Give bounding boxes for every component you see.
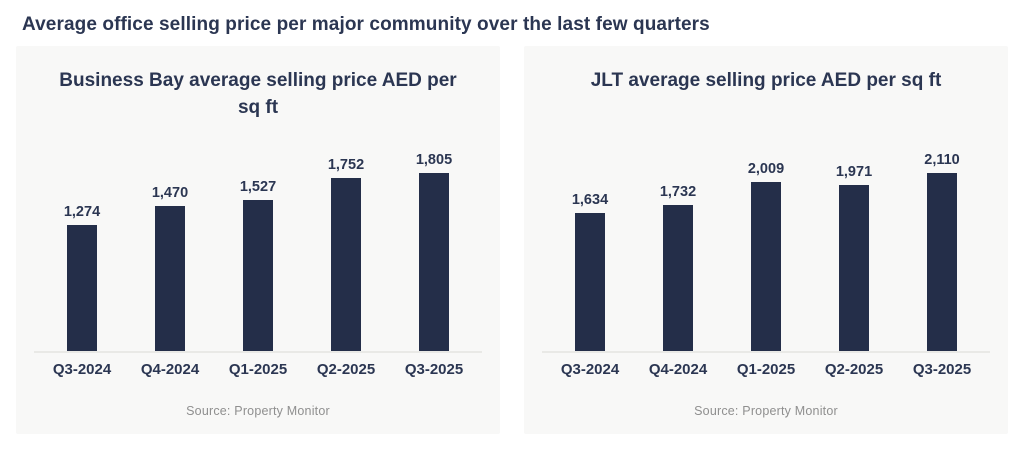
page-title: Average office selling price per major c… xyxy=(22,14,710,35)
source-caption-business-bay: Source: Property Monitor xyxy=(186,404,330,418)
bar xyxy=(751,182,781,351)
x-axis-label: Q3-2024 xyxy=(560,361,620,378)
x-axis-label: Q3-2025 xyxy=(404,361,464,378)
bar-value-label: 2,009 xyxy=(747,161,785,177)
x-axis-label: Q4-2024 xyxy=(648,361,708,378)
x-axis-label: Q1-2025 xyxy=(228,361,288,378)
bar-value-label: 1,805 xyxy=(415,152,453,168)
bar-value-label: 2,110 xyxy=(924,152,960,168)
bar xyxy=(331,178,361,351)
bar-column: 1,805 xyxy=(394,152,473,351)
x-axis-label: Q4-2024 xyxy=(140,361,200,378)
chart-title-jlt: JLT average selling price AED per sq ft xyxy=(590,70,942,91)
source-caption-jlt: Source: Property Monitor xyxy=(694,404,838,418)
bar-value-label: 1,274 xyxy=(63,204,101,220)
chart-title-business-bay: Business Bay average selling price AED p… xyxy=(59,70,457,118)
x-axis-label: Q3-2025 xyxy=(912,361,972,378)
bar xyxy=(663,205,693,351)
bar-column: 1,470 xyxy=(130,185,209,351)
bar-column: 1,527 xyxy=(218,179,297,351)
bar xyxy=(575,213,605,351)
bar xyxy=(67,225,97,351)
bar-column: 2,009 xyxy=(726,161,805,351)
bar xyxy=(419,173,449,351)
bar-column: 1,971 xyxy=(814,164,893,351)
x-axis-labels-jlt: Q3-2024 Q4-2024 Q1-2025 Q2-2025 Q3-2025 xyxy=(542,361,990,378)
bar-value-label: 1,732 xyxy=(659,184,697,200)
bar xyxy=(243,200,273,351)
charts-row: Business Bay average selling price AED p… xyxy=(16,46,1008,434)
bar xyxy=(839,185,869,351)
bar-column: 1,732 xyxy=(638,184,717,351)
bar-value-label: 1,752 xyxy=(327,157,365,173)
x-axis-label: Q1-2025 xyxy=(736,361,796,378)
chart-card-business-bay: Business Bay average selling price AED p… xyxy=(16,46,500,434)
bar xyxy=(155,206,185,351)
bar-column: 1,634 xyxy=(550,192,629,351)
bar-plot-business-bay: 1,274 1,470 1,527 1,752 1,805 xyxy=(34,135,482,353)
x-axis-label: Q2-2025 xyxy=(824,361,884,378)
bar-plot-jlt: 1,634 1,732 2,009 1,971 2,110 xyxy=(542,135,990,353)
bar-value-label: 1,470 xyxy=(151,185,189,201)
x-axis-label: Q2-2025 xyxy=(316,361,376,378)
bar-column: 1,752 xyxy=(306,157,385,351)
bar-column: 2,110 xyxy=(902,152,981,351)
chart-card-jlt: JLT average selling price AED per sq ft … xyxy=(524,46,1008,434)
x-axis-labels-business-bay: Q3-2024 Q4-2024 Q1-2025 Q2-2025 Q3-2025 xyxy=(34,361,482,378)
bar-column: 1,274 xyxy=(42,204,121,351)
x-axis-label: Q3-2024 xyxy=(52,361,112,378)
bar-value-label: 1,971 xyxy=(835,164,873,180)
bar-value-label: 1,634 xyxy=(571,192,609,208)
bar xyxy=(927,173,957,351)
bar-value-label: 1,527 xyxy=(239,179,277,195)
